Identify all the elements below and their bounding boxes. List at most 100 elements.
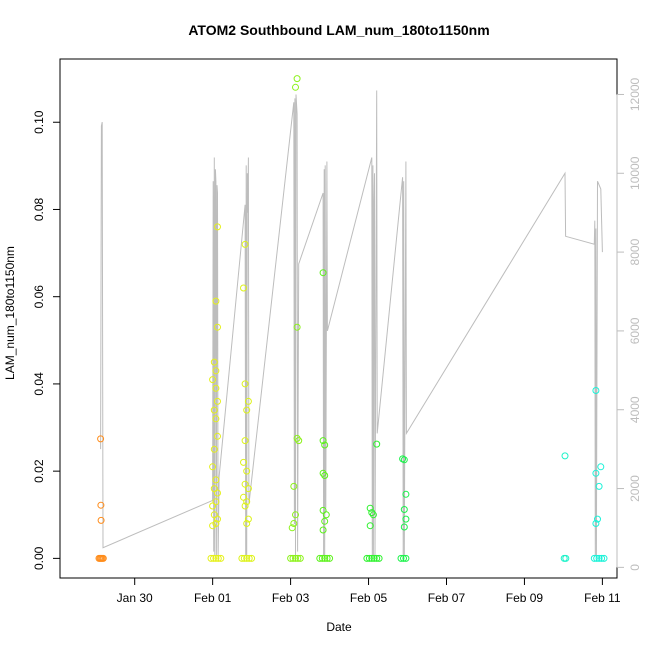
data-point (241, 437, 249, 445)
scatter-points (95, 75, 608, 562)
data-point (400, 554, 407, 562)
data-point (365, 554, 373, 562)
data-point (369, 511, 377, 519)
data-point (244, 485, 252, 493)
data-point (214, 515, 221, 523)
data-point (212, 498, 220, 506)
data-point (288, 524, 296, 532)
data-point (212, 415, 220, 423)
data-point (400, 456, 408, 464)
y-tick-label: 0.00 (32, 546, 46, 570)
data-point (99, 554, 107, 562)
y2-tick-label: 2000 (628, 475, 642, 502)
data-point (207, 554, 215, 562)
data-point (595, 482, 603, 490)
y-tick-label: 0.08 (32, 197, 46, 221)
data-point (593, 554, 601, 562)
y-axis-label: LAM_num_180to1150nm (3, 246, 17, 380)
x-tick-label: Jan 30 (117, 591, 153, 605)
data-point (295, 437, 303, 445)
data-point (209, 463, 217, 471)
data-point (210, 554, 217, 562)
data-point (214, 554, 222, 562)
data-point (289, 554, 297, 562)
data-point (590, 554, 598, 562)
y2-tick-label: 0 (628, 564, 642, 571)
data-point (209, 376, 217, 384)
data-point (290, 520, 298, 527)
data-point (287, 554, 295, 562)
data-point (292, 83, 299, 91)
data-point (240, 284, 247, 292)
data-point (217, 554, 225, 562)
data-point (248, 554, 256, 562)
data-point (240, 554, 248, 562)
data-point (241, 480, 249, 488)
data-point (595, 554, 603, 562)
data-point (290, 482, 298, 490)
data-point (97, 501, 105, 509)
data-point (402, 554, 410, 562)
data-point (243, 498, 251, 506)
data-point (212, 384, 220, 392)
y2-tick-label: 6000 (628, 317, 642, 344)
data-point (561, 452, 569, 460)
data-point (326, 554, 334, 562)
series-line (100, 90, 603, 560)
y2-tick-label: 12000 (628, 77, 642, 111)
data-point (212, 476, 220, 484)
data-point (598, 554, 606, 562)
data-point (97, 435, 105, 443)
y-tick-label: 0.06 (32, 285, 46, 309)
y-tick-label: 0.04 (32, 372, 46, 396)
x-axis-label: Date (326, 620, 352, 634)
data-point (245, 554, 253, 562)
data-point (373, 440, 381, 448)
data-point (209, 522, 217, 530)
data-point (318, 554, 326, 562)
data-point (316, 554, 324, 562)
data-point (319, 269, 327, 277)
y-axis-left: 0.00 0.02 0.04 0.06 0.08 0.10 (32, 110, 61, 570)
data-point (293, 75, 301, 83)
data-point (293, 323, 301, 331)
data-point (594, 515, 601, 523)
data-point (214, 489, 221, 497)
x-tick-label: Feb 05 (350, 591, 388, 605)
data-point (397, 554, 405, 562)
data-point (240, 458, 247, 466)
y-axis-right: 0 2000 4000 6000 8000 10000 12000 (616, 77, 642, 571)
data-point (592, 520, 600, 527)
data-point (210, 406, 218, 414)
data-point (600, 554, 608, 562)
data-point (243, 406, 251, 414)
data-point (294, 554, 302, 562)
data-point (243, 554, 251, 562)
data-point (319, 437, 327, 445)
data-point (375, 554, 383, 562)
data-point (292, 511, 299, 519)
data-point (241, 380, 249, 388)
x-tick-label: Feb 11 (584, 591, 621, 605)
data-point (244, 397, 252, 405)
data-point (321, 441, 329, 449)
data-point (292, 554, 299, 562)
data-point (296, 554, 304, 562)
data-point (597, 463, 605, 471)
data-point (370, 554, 378, 562)
data-point (321, 554, 329, 562)
data-point (214, 223, 221, 231)
data-point (209, 502, 217, 510)
data-point (212, 297, 220, 305)
data-point (243, 520, 251, 527)
y2-tick-label: 10000 (628, 156, 642, 190)
data-point (323, 554, 331, 562)
data-point (366, 522, 374, 530)
data-point (210, 445, 218, 453)
y-tick-label: 0.02 (32, 459, 46, 483)
x-tick-label: Feb 07 (428, 591, 466, 605)
data-point (562, 554, 570, 562)
data-point (244, 515, 252, 523)
right-axis-series-line (100, 90, 603, 560)
data-point (214, 397, 221, 405)
